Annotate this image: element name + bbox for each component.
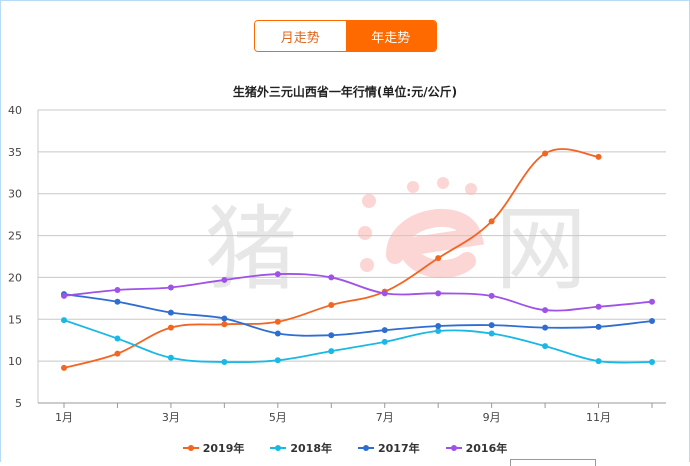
series-point-3 [435, 322, 442, 329]
series-point-2 [595, 358, 602, 365]
legend-label: 2019年 [202, 442, 245, 455]
legend-label: 2017年 [378, 442, 420, 455]
series-point-3 [328, 332, 335, 339]
y-tick-label: 5 [15, 397, 22, 410]
series-point-2 [61, 317, 67, 324]
series-point-3 [274, 330, 281, 337]
series-point-1 [114, 350, 121, 357]
x-tick-label: 3月 [162, 411, 180, 424]
monthly-trend-tab[interactable]: 月走势 [255, 21, 346, 51]
legend-swatch [358, 444, 374, 452]
series-point-4 [649, 298, 655, 305]
y-tick-label: 20 [8, 271, 22, 284]
series-point-3 [542, 324, 549, 331]
y-tick-label: 10 [8, 355, 22, 368]
series-point-1 [274, 318, 281, 325]
series-point-3 [381, 327, 388, 334]
yearly-trend-tab[interactable]: 年走势 [345, 21, 436, 51]
legend-swatch [270, 444, 287, 452]
x-tick-label: 1月 [55, 411, 73, 424]
x-tick-label: 11月 [586, 411, 611, 424]
legend-swatch [445, 444, 462, 452]
legend-item[interactable]: 2016年 [445, 440, 508, 456]
series-point-4 [221, 276, 228, 283]
period-toggle: 月走势 年走势 [254, 20, 437, 52]
series-point-4 [114, 286, 121, 293]
x-tick-label: 7月 [376, 411, 394, 424]
series-point-1 [542, 150, 549, 157]
series-point-1 [595, 153, 602, 160]
legend-item[interactable]: 2018年 [270, 440, 332, 456]
series-point-1 [167, 324, 174, 331]
series-line-1 [63, 148, 599, 369]
series-point-3 [649, 317, 655, 324]
series-point-3 [488, 322, 495, 329]
series-point-3 [167, 309, 174, 316]
series-point-3 [114, 298, 121, 305]
y-tick-label: 35 [8, 146, 22, 159]
series-point-1 [61, 364, 67, 371]
series-point-2 [381, 338, 388, 345]
series-point-2 [488, 330, 495, 337]
series-point-2 [221, 358, 228, 365]
series-point-3 [221, 315, 228, 322]
series-point-2 [542, 343, 549, 350]
y-tick-label: 15 [8, 313, 22, 326]
series-point-2 [274, 357, 281, 364]
x-tick-label: 5月 [269, 411, 287, 424]
y-tick-label: 40 [8, 104, 22, 117]
series-point-2 [114, 335, 121, 342]
series-point-2 [167, 354, 174, 361]
series-point-1 [488, 218, 495, 225]
series-point-4 [61, 292, 67, 299]
series-point-4 [542, 307, 549, 314]
series-line-2 [63, 319, 653, 364]
legend-label: 2016年 [465, 442, 508, 455]
legend-item[interactable]: 2019年 [182, 440, 245, 456]
y-tick-label: 25 [8, 230, 22, 243]
series-point-1 [435, 255, 442, 262]
legend-label: 2018年 [290, 442, 332, 455]
series-point-1 [221, 321, 228, 328]
series-line-3 [63, 293, 653, 337]
series-point-4 [274, 271, 281, 278]
series-point-4 [381, 290, 388, 297]
y-tick-label: 30 [8, 188, 22, 201]
series-point-2 [649, 358, 655, 365]
series-point-4 [167, 284, 174, 291]
x-tick-label: 9月 [483, 411, 501, 424]
series-line-4 [63, 273, 653, 312]
series-point-3 [595, 323, 602, 330]
series-point-2 [435, 328, 442, 335]
series-point-4 [328, 274, 335, 281]
legend-swatch [182, 444, 199, 452]
chart-legend: 2019年 2018年 2017年 2016年 [0, 440, 690, 456]
series-point-4 [488, 292, 495, 299]
series-point-4 [435, 290, 442, 297]
series-point-2 [328, 348, 335, 355]
chart-title: 生猪外三元山西省一年行情(单位:元/公斤) [232, 85, 458, 99]
series-point-1 [328, 302, 335, 309]
series-point-4 [595, 303, 602, 310]
legend-item[interactable]: 2017年 [358, 440, 420, 456]
